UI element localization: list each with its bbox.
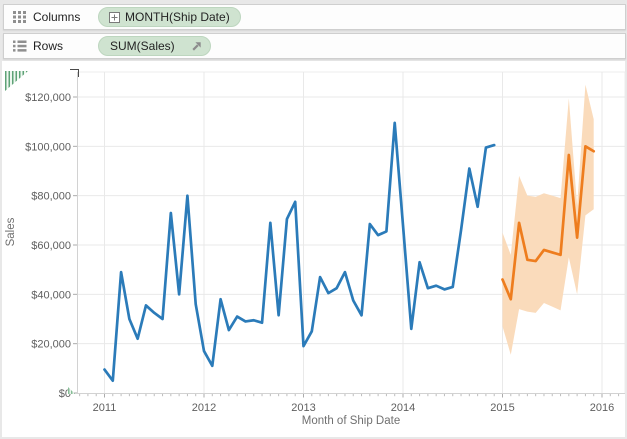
forecast-confidence-band xyxy=(502,84,594,355)
y-tick-label: $60,000 xyxy=(31,240,71,252)
columns-shelf[interactable]: Columns MONTH(Ship Date) xyxy=(3,4,626,30)
x-tick-label: 2011 xyxy=(93,402,117,414)
rows-pill-text: SUM(Sales) xyxy=(110,39,175,53)
y-tick-label: $100,000 xyxy=(25,141,71,153)
columns-shelf-title: Columns xyxy=(33,10,81,24)
x-tick-label: 2016 xyxy=(590,402,614,414)
x-axis-title[interactable]: Month of Ship Date xyxy=(301,415,401,427)
axis-corner-indicator xyxy=(68,387,75,394)
pane-corner-mark xyxy=(70,69,79,77)
columns-pill-month-ship-date[interactable]: MONTH(Ship Date) xyxy=(98,7,241,27)
forecast-arrow-icon xyxy=(191,41,202,52)
columns-grid-icon xyxy=(13,11,27,23)
rows-shelf[interactable]: Rows SUM(Sales) xyxy=(3,33,626,59)
y-tick-label: $80,000 xyxy=(31,191,71,203)
rows-list-icon xyxy=(13,40,27,52)
x-tick-label: 2014 xyxy=(391,402,415,414)
rows-pill-sum-sales[interactable]: SUM(Sales) xyxy=(98,36,211,56)
forecast-sales-line[interactable] xyxy=(501,144,596,301)
rows-shelf-title: Rows xyxy=(33,39,64,53)
x-tick-label: 2012 xyxy=(192,402,216,414)
y-tick-label: $120,000 xyxy=(25,92,71,104)
actual-sales-line[interactable] xyxy=(103,121,496,383)
y-tick-label: $20,000 xyxy=(31,339,71,351)
y-tick-label: $40,000 xyxy=(31,289,71,301)
y-axis-title[interactable]: Sales xyxy=(5,217,17,247)
x-tick-label: 2013 xyxy=(291,402,315,414)
columns-pill-text: MONTH(Ship Date) xyxy=(125,10,230,24)
y-tick-label: $0 xyxy=(59,388,71,400)
rows-shelf-label-area: Rows xyxy=(4,39,98,53)
columns-shelf-label-area: Columns xyxy=(4,10,98,24)
expand-plus-icon[interactable] xyxy=(109,11,120,23)
x-tick-label: 2015 xyxy=(490,402,514,414)
